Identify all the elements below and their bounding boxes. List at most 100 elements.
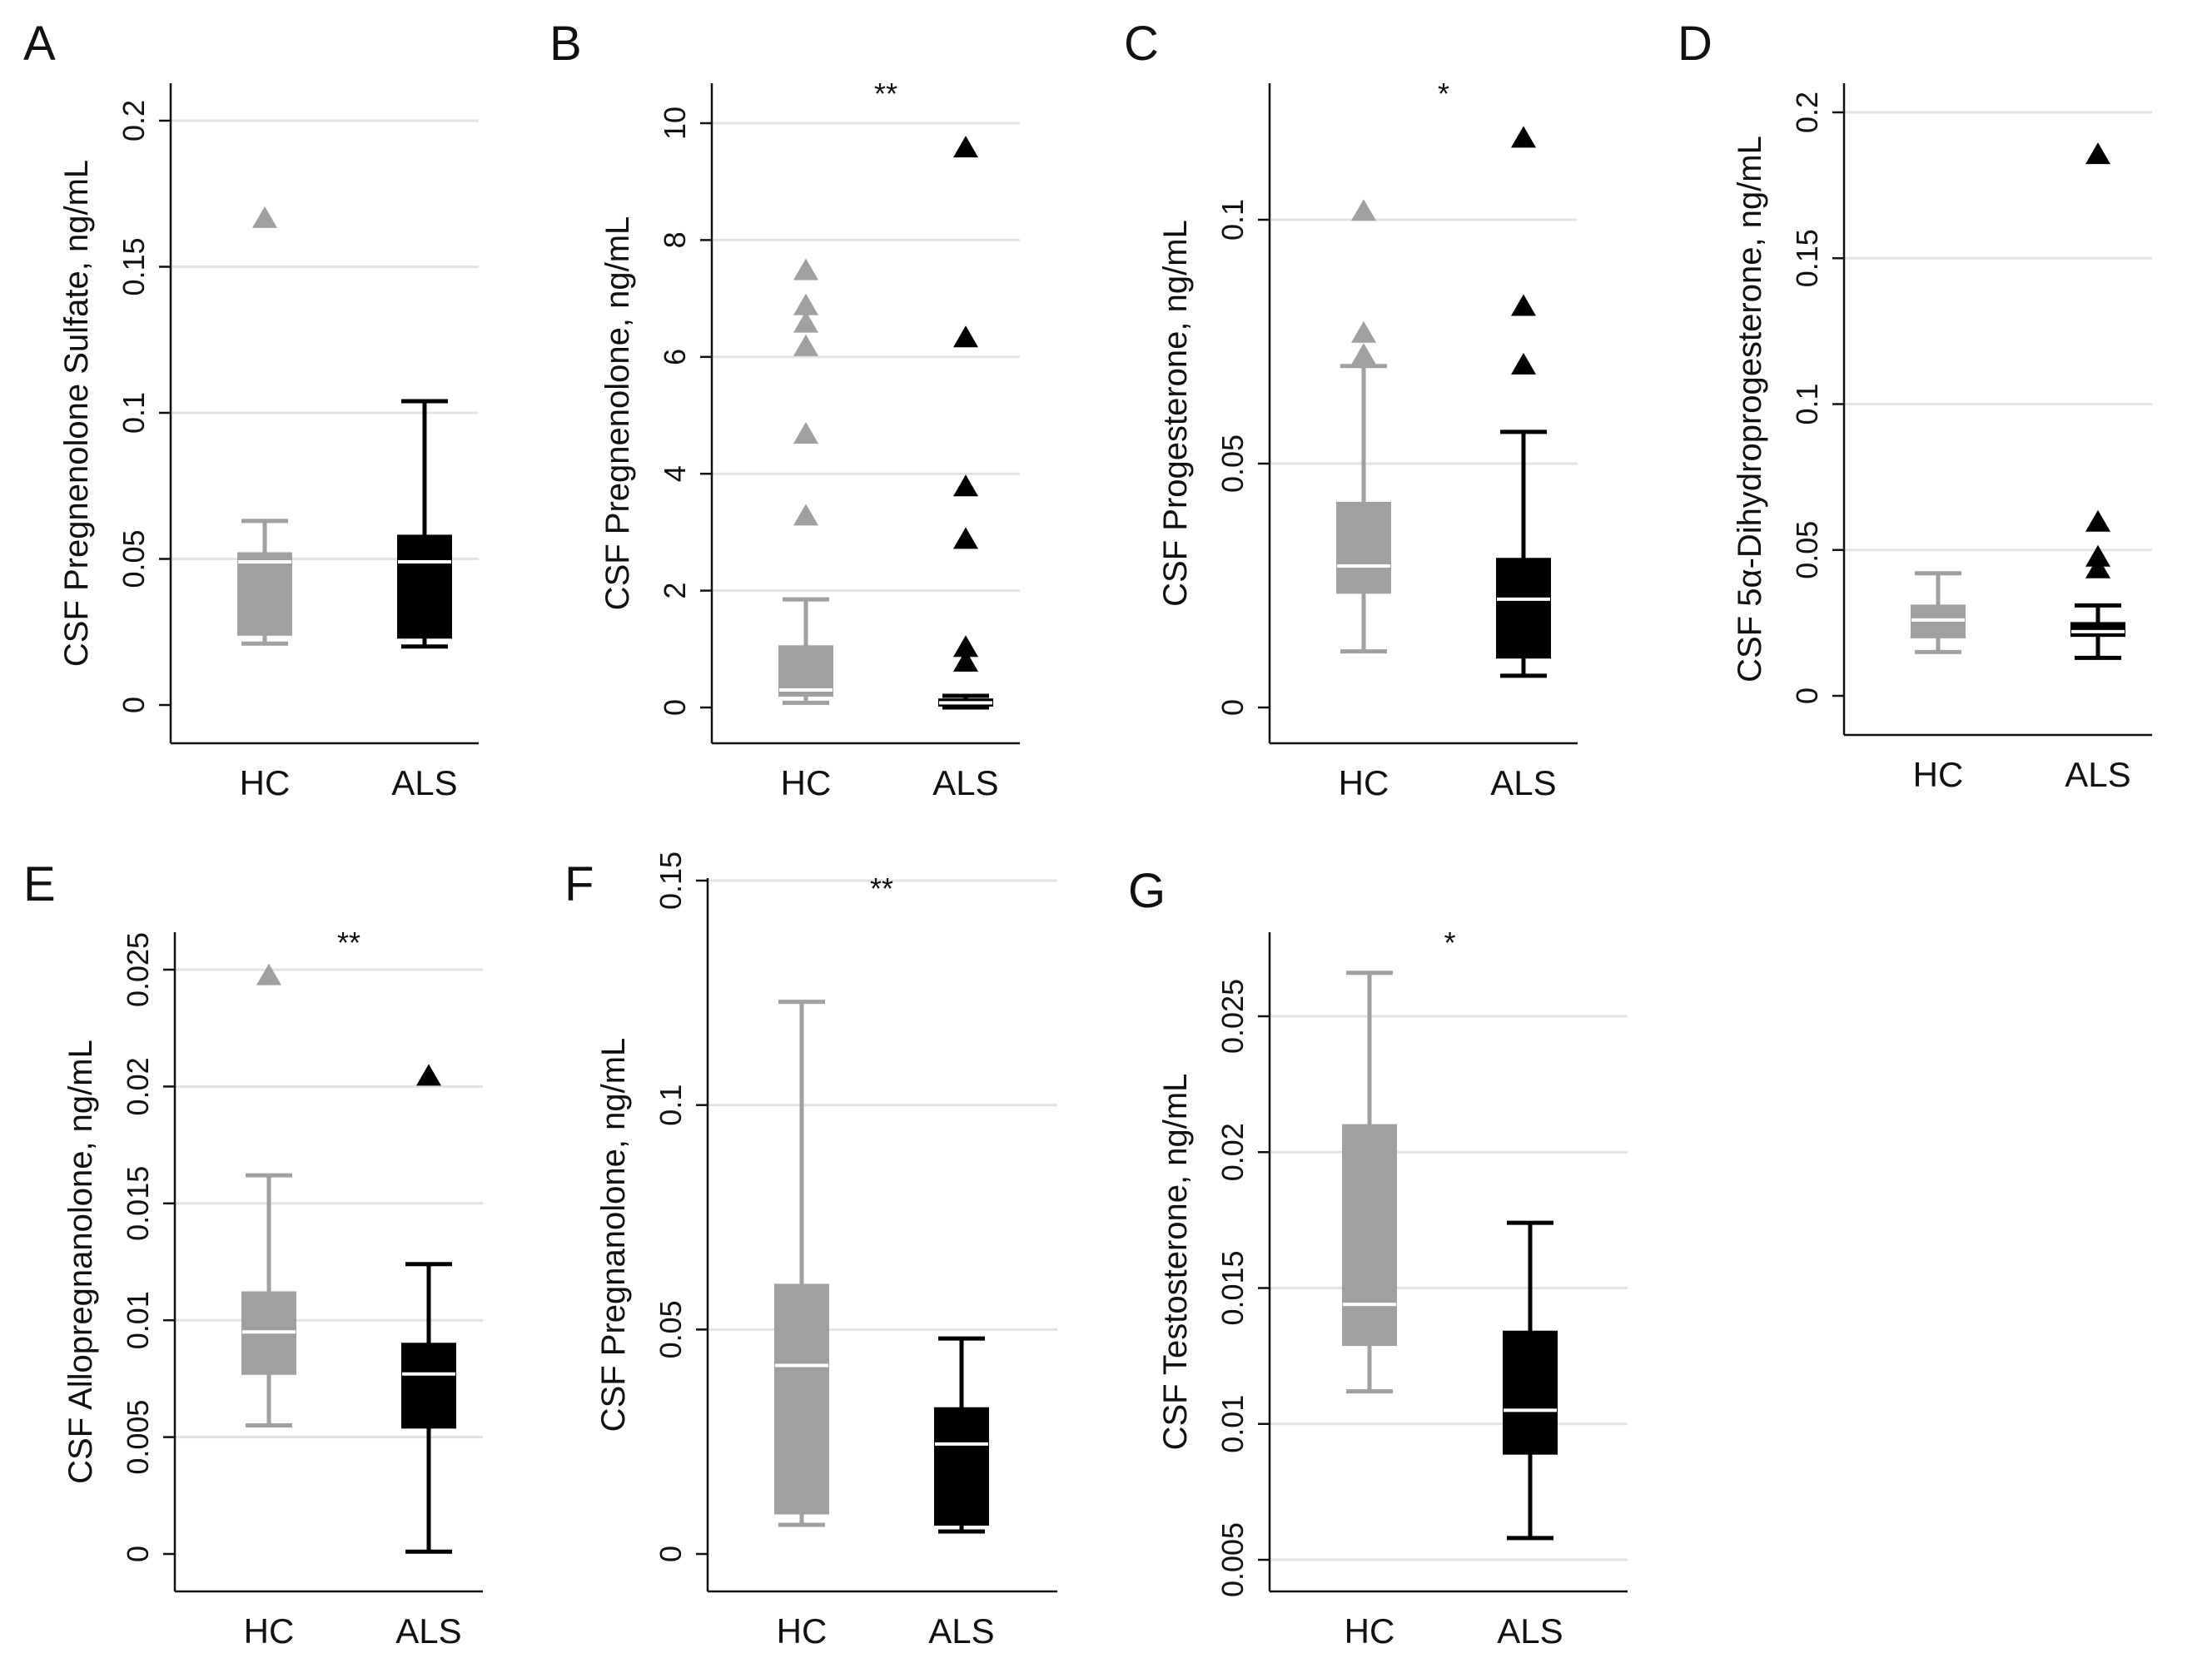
- y-tick-label: 0.2: [117, 100, 151, 141]
- iqr-box: [1336, 501, 1391, 594]
- y-tick-label: 0.01: [121, 1291, 155, 1349]
- outlier-point: [252, 206, 277, 228]
- outlier-point: [953, 649, 978, 672]
- y-tick-label: 0.1: [1215, 199, 1250, 241]
- y-tick-label: 0.1: [654, 1085, 688, 1126]
- significance-marker: **: [337, 926, 360, 960]
- box-hc: [1336, 199, 1391, 654]
- y-tick-label: 0.15: [654, 851, 688, 910]
- x-category-label: ALS: [932, 763, 998, 802]
- outlier-point: [793, 422, 818, 444]
- significance-marker: *: [1444, 926, 1455, 960]
- y-tick-label: 0.05: [117, 529, 151, 588]
- outlier-point: [953, 527, 978, 549]
- significance-marker: *: [1438, 77, 1449, 111]
- box-als: [934, 1336, 989, 1534]
- significance-marker: **: [870, 871, 893, 906]
- x-category-label: HC: [1339, 763, 1389, 802]
- y-axis-title: CSF 5α-Dihydroprogesterone, ng/mL: [1732, 136, 1768, 683]
- y-tick-label: 0: [121, 1546, 155, 1562]
- panel-letter: B: [549, 17, 582, 71]
- box-hc: [1342, 970, 1397, 1394]
- box-als: [2070, 142, 2125, 660]
- outlier-point: [793, 293, 818, 315]
- y-tick-label: 0: [658, 699, 692, 716]
- y-tick-label: 0.005: [1215, 1522, 1250, 1597]
- box-hc: [237, 206, 292, 646]
- outlier-point: [953, 136, 978, 158]
- outlier-point: [953, 325, 978, 348]
- box-als: [397, 399, 452, 649]
- y-axis-title: CSF Allopregnanolone, ng/mL: [62, 1040, 99, 1484]
- x-category-label: HC: [777, 1611, 828, 1651]
- iqr-box: [237, 552, 292, 636]
- y-tick-label: 0.05: [1215, 434, 1250, 493]
- box-hc: [774, 1000, 829, 1527]
- outlier-point: [1351, 320, 1376, 343]
- outlier-point: [416, 1064, 441, 1086]
- outlier-point: [2085, 509, 2110, 532]
- y-axis-title: CSF Pregnenolone Sulfate, ng/mL: [58, 160, 95, 667]
- panel-letter: D: [1678, 17, 1712, 71]
- y-tick-label: 0.15: [1790, 229, 1824, 287]
- y-tick-label: 0: [654, 1546, 688, 1562]
- y-axis-title: CSF Testosterone, ng/mL: [1157, 1074, 1194, 1451]
- y-tick-label: 0.15: [117, 237, 151, 295]
- iqr-box: [2070, 622, 2125, 638]
- outlier-point: [2085, 142, 2110, 165]
- outlier-point: [256, 963, 281, 985]
- y-axis-title: CSF Pregnenolone, ng/mL: [599, 216, 636, 611]
- panel-letter: E: [23, 857, 56, 911]
- x-category-label: HC: [1913, 755, 1964, 794]
- outlier-point: [793, 504, 818, 526]
- x-category-label: ALS: [1490, 763, 1556, 802]
- panel-letter: F: [564, 857, 594, 911]
- y-tick-label: 0.015: [121, 1166, 155, 1241]
- y-tick-label: 0: [117, 697, 151, 713]
- y-tick-label: 0.005: [121, 1400, 155, 1475]
- y-tick-label: 0.02: [121, 1057, 155, 1115]
- panel-g: G 0.005 0.01 0.015 0.02 0.025 CSF Testosterone…: [1128, 864, 1628, 1651]
- y-axis-title: CSF Progesterone, ng/mL: [1157, 220, 1194, 607]
- box-als: [938, 136, 993, 710]
- y-tick-label: 0.1: [117, 392, 151, 434]
- outlier-point: [2085, 556, 2110, 578]
- iqr-box: [401, 1343, 456, 1429]
- panel-e: E 0 0.005 0.01 0.015 0.02 0.025 CSF Allopregnan…: [23, 857, 483, 1651]
- panel-b: B 0 2 4 6 8 10 CSF Pregnenolone, ng/mL HC ALS **: [549, 17, 1020, 802]
- y-axis-title: CSF Pregnanolone, ng/mL: [595, 1038, 632, 1432]
- x-category-label: ALS: [391, 763, 457, 802]
- box-als: [1496, 126, 1551, 678]
- outlier-point: [1511, 126, 1536, 148]
- iqr-box: [397, 534, 452, 639]
- x-category-label: ALS: [1497, 1611, 1563, 1651]
- outlier-point: [793, 334, 818, 356]
- y-tick-label: 0.025: [1215, 979, 1250, 1054]
- y-tick-label: 0.025: [121, 932, 155, 1007]
- y-tick-label: 6: [658, 349, 692, 365]
- outlier-point: [793, 258, 818, 280]
- y-tick-label: 0: [1215, 699, 1250, 716]
- y-tick-label: 2: [658, 583, 692, 599]
- y-tick-label: 8: [658, 231, 692, 248]
- outlier-point: [793, 310, 818, 333]
- y-tick-label: 4: [658, 465, 692, 482]
- y-tick-label: 0.2: [1790, 92, 1824, 133]
- box-als: [1503, 1220, 1558, 1541]
- y-tick-label: 0.015: [1215, 1250, 1250, 1325]
- iqr-box: [778, 645, 833, 697]
- y-tick-label: 0.1: [1790, 383, 1824, 424]
- outlier-point: [1511, 294, 1536, 316]
- box-als: [401, 1064, 456, 1554]
- y-tick-label: 0.05: [1790, 521, 1824, 579]
- x-category-label: HC: [240, 763, 291, 802]
- x-category-label: ALS: [395, 1611, 461, 1651]
- iqr-box: [1496, 558, 1551, 659]
- iqr-box: [1503, 1330, 1558, 1455]
- outlier-point: [1351, 343, 1376, 365]
- iqr-box: [1342, 1124, 1397, 1347]
- box-hc: [778, 258, 833, 705]
- x-category-label: ALS: [2065, 755, 2130, 794]
- iqr-box: [774, 1283, 829, 1515]
